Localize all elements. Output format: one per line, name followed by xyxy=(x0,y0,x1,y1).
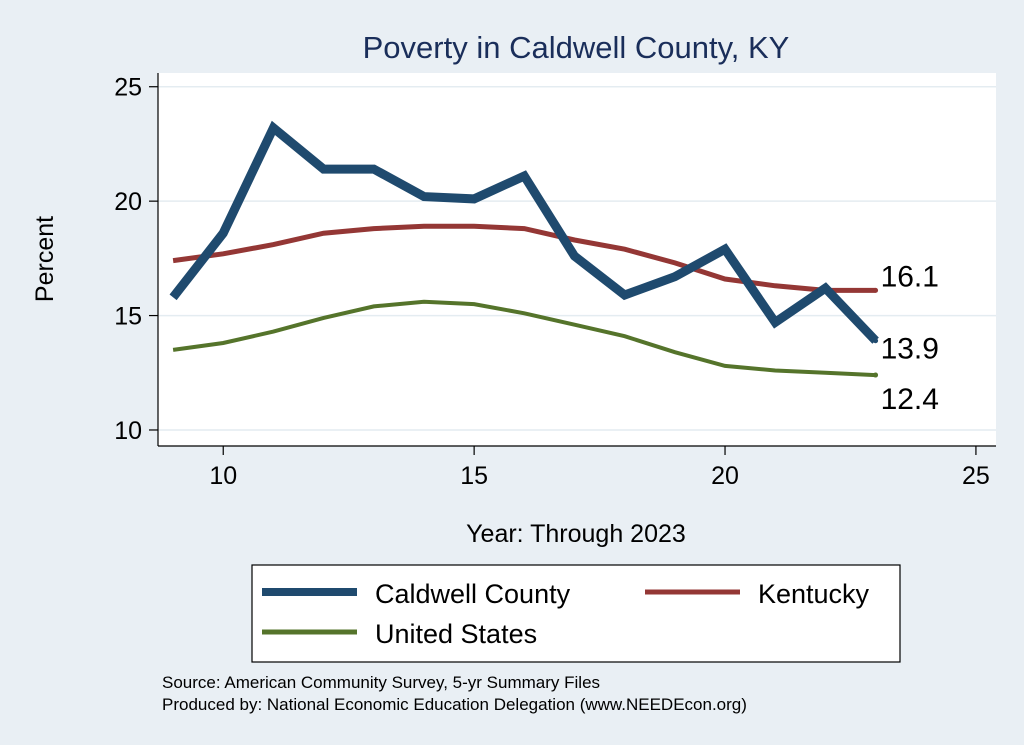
y-tick-label: 10 xyxy=(114,417,142,445)
legend-box xyxy=(251,564,901,663)
end-label-caldwell: 13.9 xyxy=(881,333,939,366)
y-tick-label: 20 xyxy=(114,188,142,216)
end-label-kentucky: 16.1 xyxy=(881,260,939,293)
legend-label-caldwell: Caldwell County xyxy=(375,579,571,609)
x-axis-title: Year: Through 2023 xyxy=(466,520,686,548)
x-tick-label: 10 xyxy=(209,462,237,490)
producer-line: Produced by: National Economic Education… xyxy=(162,695,747,714)
end-marker-kentucky xyxy=(873,287,879,293)
x-tick-label: 20 xyxy=(711,462,739,490)
chart-title: Poverty in Caldwell County, KY xyxy=(363,30,790,65)
series-lines xyxy=(169,120,879,378)
source-line: Source: American Community Survey, 5-yr … xyxy=(162,673,600,692)
x-axis-ticks: 10 15 20 25 xyxy=(209,446,990,490)
x-tick-label: 25 xyxy=(962,462,990,490)
x-tick-label: 15 xyxy=(460,462,488,490)
legend: Caldwell County Kentucky United States xyxy=(251,564,901,663)
end-marker-united-states xyxy=(873,372,879,378)
legend-label-us: United States xyxy=(375,619,537,649)
end-marker-caldwell xyxy=(873,338,879,344)
y-tick-label: 25 xyxy=(114,74,142,102)
y-tick-label: 15 xyxy=(114,303,142,331)
legend-label-kentucky: Kentucky xyxy=(758,579,870,609)
y-axis-title: Percent xyxy=(31,216,59,302)
end-label-united-states: 12.4 xyxy=(881,383,939,416)
y-axis-ticks: 10 15 20 25 xyxy=(114,74,158,445)
series-end-labels: 13.9 16.1 12.4 xyxy=(873,260,939,416)
